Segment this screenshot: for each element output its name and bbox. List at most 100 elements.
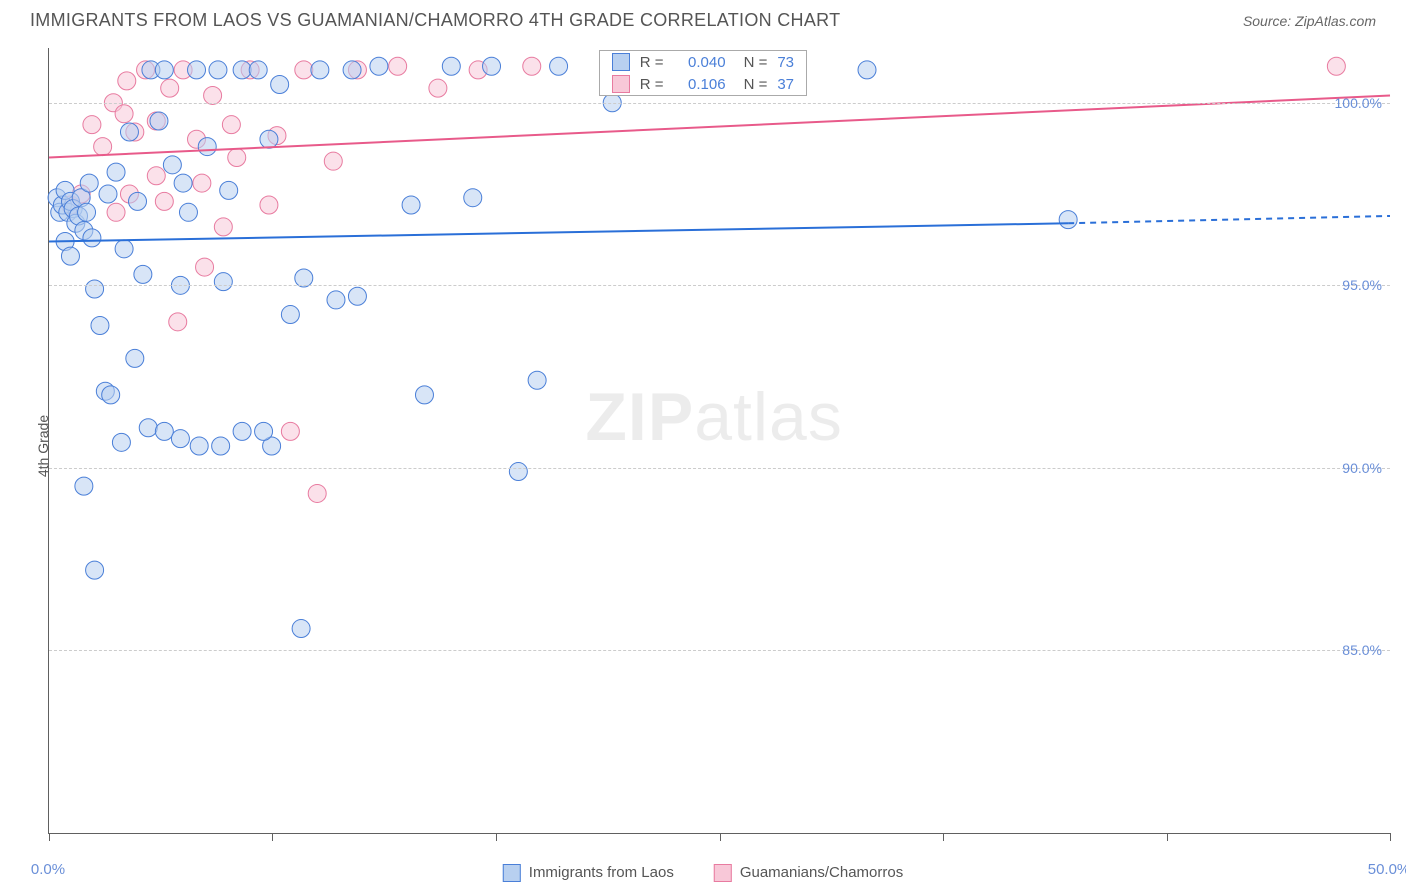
data-point <box>528 371 546 389</box>
data-point <box>429 79 447 97</box>
data-point <box>348 287 366 305</box>
data-point <box>260 130 278 148</box>
chart-plot-area: ZIPatlas R = 0.040 N = 73 R = 0.106 N = … <box>48 48 1390 834</box>
x-tick <box>1390 833 1391 841</box>
trendline-dash <box>1068 216 1390 223</box>
data-point <box>204 86 222 104</box>
legend-label: Immigrants from Laos <box>529 864 674 881</box>
x-tick <box>49 833 50 841</box>
correlation-row: R = 0.040 N = 73 <box>600 51 806 73</box>
n-value: 73 <box>777 54 794 71</box>
data-point <box>163 156 181 174</box>
data-point <box>179 203 197 221</box>
data-point <box>523 57 541 75</box>
data-point <box>91 316 109 334</box>
data-point <box>155 61 173 79</box>
gridline-h <box>49 468 1390 469</box>
data-point <box>171 430 189 448</box>
gridline-h <box>49 103 1390 104</box>
data-point <box>107 203 125 221</box>
r-value: 0.040 <box>674 54 726 71</box>
n-value: 37 <box>777 76 794 93</box>
data-point <box>107 163 125 181</box>
data-point <box>212 437 230 455</box>
data-point <box>249 61 267 79</box>
data-point <box>858 61 876 79</box>
data-point <box>99 185 117 203</box>
data-point <box>550 57 568 75</box>
data-point <box>174 174 192 192</box>
gridline-h <box>49 285 1390 286</box>
legend-swatch <box>503 864 521 882</box>
data-point <box>86 561 104 579</box>
n-label: N = <box>744 76 768 93</box>
chart-title: IMMIGRANTS FROM LAOS VS GUAMANIAN/CHAMOR… <box>30 10 840 31</box>
data-point <box>115 240 133 258</box>
x-tick <box>720 833 721 841</box>
trendline <box>49 95 1390 157</box>
data-point <box>483 57 501 75</box>
data-point <box>155 422 173 440</box>
legend-swatch <box>612 53 630 71</box>
data-point <box>214 218 232 236</box>
legend-label: Guamanians/Chamorros <box>740 864 903 881</box>
data-point <box>389 57 407 75</box>
data-point <box>509 463 527 481</box>
data-point <box>198 138 216 156</box>
r-value: 0.106 <box>674 76 726 93</box>
data-point <box>196 258 214 276</box>
trendline <box>49 223 1068 241</box>
data-point <box>115 105 133 123</box>
data-point <box>112 433 130 451</box>
source-attribution: Source: ZipAtlas.com <box>1243 13 1376 29</box>
x-tick <box>496 833 497 841</box>
data-point <box>222 116 240 134</box>
r-label: R = <box>640 54 664 71</box>
data-point <box>442 57 460 75</box>
y-tick-label: 100.0% <box>1335 95 1382 111</box>
data-point <box>233 61 251 79</box>
r-label: R = <box>640 76 664 93</box>
y-tick-label: 85.0% <box>1342 642 1382 658</box>
data-point <box>75 477 93 495</box>
data-point <box>295 61 313 79</box>
x-tick <box>272 833 273 841</box>
x-tick-label: 0.0% <box>31 861 65 878</box>
x-axis-legend: Immigrants from Laos Guamanians/Chamorros <box>503 864 903 882</box>
gridline-h <box>49 650 1390 651</box>
data-point <box>129 192 147 210</box>
data-point <box>118 72 136 90</box>
data-point <box>61 247 79 265</box>
data-point <box>255 422 273 440</box>
data-point <box>311 61 329 79</box>
data-point <box>120 123 138 141</box>
data-point <box>343 61 361 79</box>
data-point <box>1059 211 1077 229</box>
data-point <box>134 265 152 283</box>
data-point <box>214 273 232 291</box>
data-point <box>220 181 238 199</box>
data-point <box>464 189 482 207</box>
data-point <box>402 196 420 214</box>
data-point <box>209 61 227 79</box>
data-point <box>281 306 299 324</box>
data-point <box>150 112 168 130</box>
legend-item: Guamanians/Chamorros <box>714 864 903 882</box>
data-point <box>102 386 120 404</box>
data-point <box>83 116 101 134</box>
data-point <box>78 203 96 221</box>
x-tick-label: 50.0% <box>1368 861 1406 878</box>
data-point <box>233 422 251 440</box>
data-point <box>271 76 289 94</box>
data-point <box>147 167 165 185</box>
data-point <box>190 437 208 455</box>
correlation-row: R = 0.106 N = 37 <box>600 73 806 95</box>
data-point <box>126 349 144 367</box>
data-point <box>281 422 299 440</box>
x-tick <box>943 833 944 841</box>
n-label: N = <box>744 54 768 71</box>
legend-item: Immigrants from Laos <box>503 864 674 882</box>
data-point <box>94 138 112 156</box>
data-point <box>308 484 326 502</box>
data-point <box>193 174 211 192</box>
